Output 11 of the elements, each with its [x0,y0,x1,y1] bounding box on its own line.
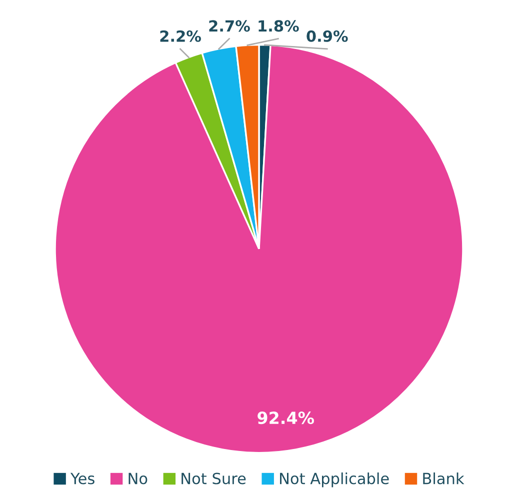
data-label: 2.2% [160,30,201,42]
legend-label: Not Applicable [280,472,389,488]
legend-label: Not Sure [182,472,246,484]
data-label: 1.8% [258,20,299,32]
legend-label: Yes [70,472,94,484]
data-label: 92.4% [258,412,314,424]
legend-label: No [128,472,148,484]
legend-label: Blank [423,472,464,484]
data-label: 0.9% [306,30,348,42]
pie-slice [54,44,464,454]
data-label: 2.7% [209,20,250,32]
